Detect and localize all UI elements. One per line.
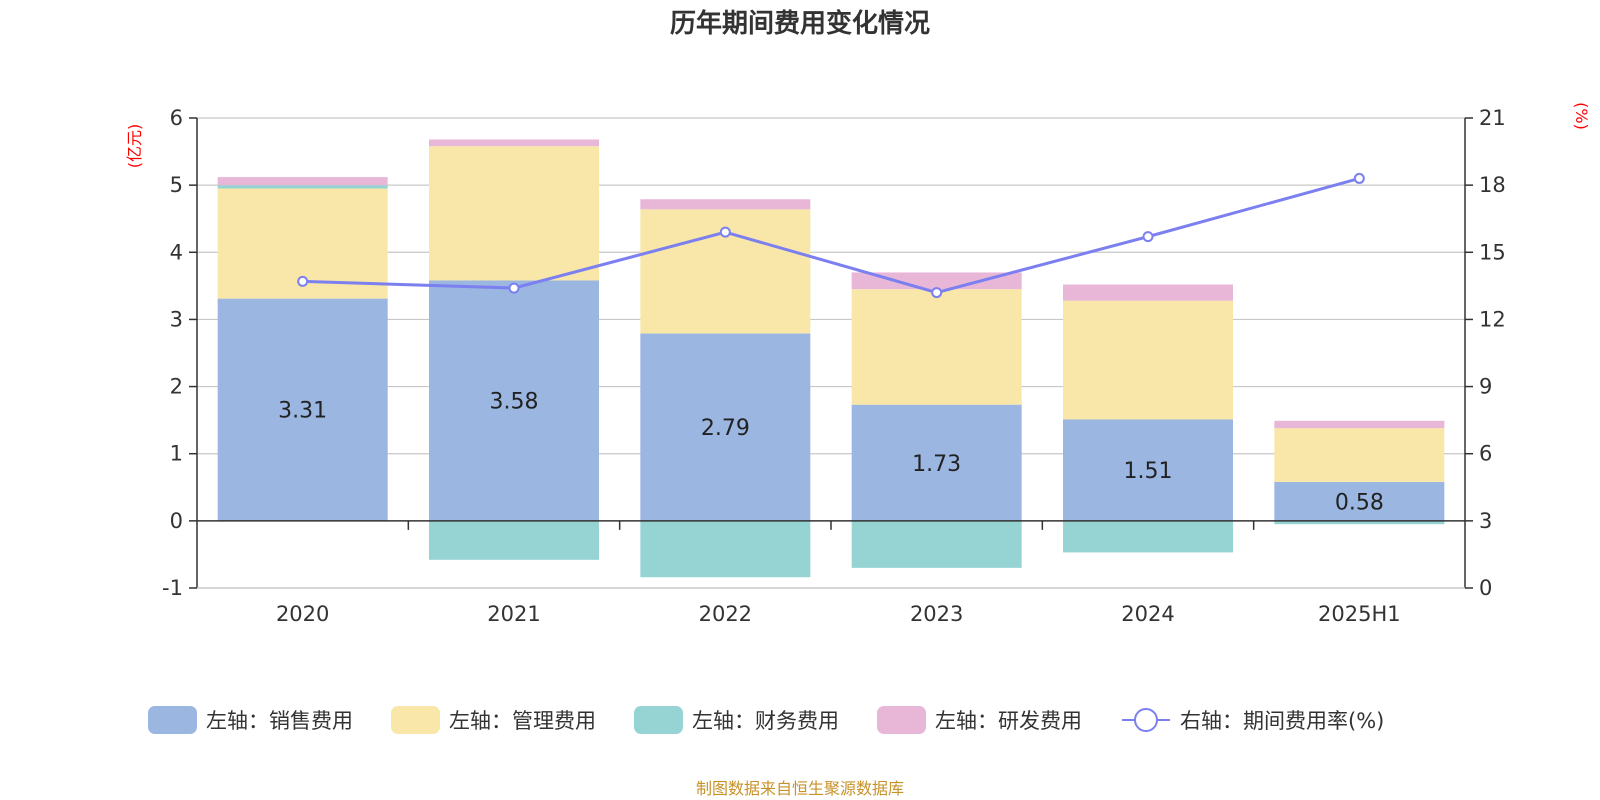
bar-3-2022 [640, 199, 811, 210]
bar-1-2025H1 [1274, 428, 1445, 482]
left-tick-label: 6 [170, 106, 183, 130]
bar-labels: 3.31 3.58 2.79 1.73 1.51 0.58 [278, 390, 1384, 516]
left-tick-label: -1 [162, 576, 183, 600]
bar-data-label: 2.79 [701, 416, 750, 441]
left-tick-label: 0 [170, 509, 183, 533]
legend-swatch-2 [634, 706, 683, 734]
left-tick-label: 4 [170, 240, 183, 264]
legend-label-0: 左轴：销售费用 [206, 709, 353, 733]
series-line-4 [302, 176, 1360, 295]
legend-label-1: 左轴：管理费用 [449, 709, 596, 733]
bar-1-2021 [429, 146, 599, 281]
legend-label-4: 右轴：期间费用率(%) [1180, 709, 1384, 733]
line-point-2025H1 [1353, 172, 1365, 184]
line-point-2022 [719, 226, 731, 238]
bar-2-2023 [851, 520, 1022, 568]
right-axis-unit: (%) [1572, 102, 1591, 130]
category-label: 2023 [910, 602, 963, 626]
legend-swatch-3 [877, 706, 926, 734]
legend-label-2: 左轴：财务费用 [692, 709, 839, 733]
grid [197, 117, 1465, 589]
bar-0-2024 [1063, 419, 1233, 521]
bar-data-label: 3.58 [490, 390, 539, 415]
bar-3-2025H1 [1274, 420, 1445, 429]
legend-swatch-0 [148, 706, 197, 734]
right-tick-label: 15 [1479, 240, 1506, 264]
category-label: 2021 [487, 602, 540, 626]
bar-2-2021 [429, 520, 599, 560]
right-tick-label: 6 [1479, 442, 1492, 466]
bar-1-2023 [851, 289, 1022, 405]
category-label: 2024 [1121, 602, 1174, 626]
bar-data-label: 3.31 [278, 399, 327, 424]
left-axis-unit: (亿元) [125, 124, 144, 169]
right-tick-label: 21 [1479, 106, 1506, 130]
right-tick-label: 12 [1479, 307, 1506, 331]
source-note: 制图数据来自恒生聚源数据库 [696, 779, 904, 798]
left-tick-label: 1 [170, 442, 183, 466]
bar-2-2025H1 [1274, 520, 1445, 525]
legend-marker-4 [1134, 708, 1158, 732]
bar-2-2022 [640, 520, 811, 578]
right-tick-label: 18 [1479, 173, 1506, 197]
line-point-2023 [931, 287, 943, 299]
legend: 左轴：销售费用 左轴：管理费用 左轴：财务费用 左轴：研发费用 右轴：期间费用率(%) [148, 706, 1384, 734]
bar-3-2021 [429, 139, 599, 147]
line-point-2024 [1142, 231, 1154, 243]
bar-1-2024 [1063, 300, 1233, 420]
bar-2-2024 [1063, 520, 1233, 553]
bar-2-2020 [217, 185, 388, 189]
line-point-2020 [297, 275, 309, 287]
category-label: 2022 [699, 602, 752, 626]
bar-0-2020 [217, 298, 388, 521]
right-tick-label: 9 [1479, 375, 1492, 399]
category-label: 2025H1 [1318, 602, 1401, 626]
right-tick-label: 3 [1479, 509, 1492, 533]
chart-title: 历年期间费用变化情况 [670, 8, 930, 39]
bars [217, 139, 1445, 578]
bar-0-2025H1 [1274, 481, 1445, 521]
bar-3-2020 [217, 177, 388, 186]
left-tick-label: 5 [170, 173, 183, 197]
bar-0-2023 [851, 404, 1022, 521]
left-tick-label: 3 [170, 307, 183, 331]
left-tick-label: 2 [170, 375, 183, 399]
bar-data-label: 1.73 [912, 452, 961, 477]
right-tick-label: 0 [1479, 576, 1492, 600]
bar-0-2021 [429, 280, 599, 521]
category-label: 2020 [276, 602, 329, 626]
legend-label-3: 左轴：研发费用 [935, 709, 1082, 733]
bar-data-label: 1.51 [1124, 459, 1173, 484]
bar-3-2023 [851, 272, 1022, 290]
bar-0-2022 [640, 333, 811, 521]
line-point-2021 [508, 282, 520, 294]
bar-3-2024 [1063, 284, 1233, 301]
rate-line [297, 172, 1365, 299]
legend-swatch-1 [391, 706, 440, 734]
bar-data-label: 0.58 [1335, 490, 1384, 515]
